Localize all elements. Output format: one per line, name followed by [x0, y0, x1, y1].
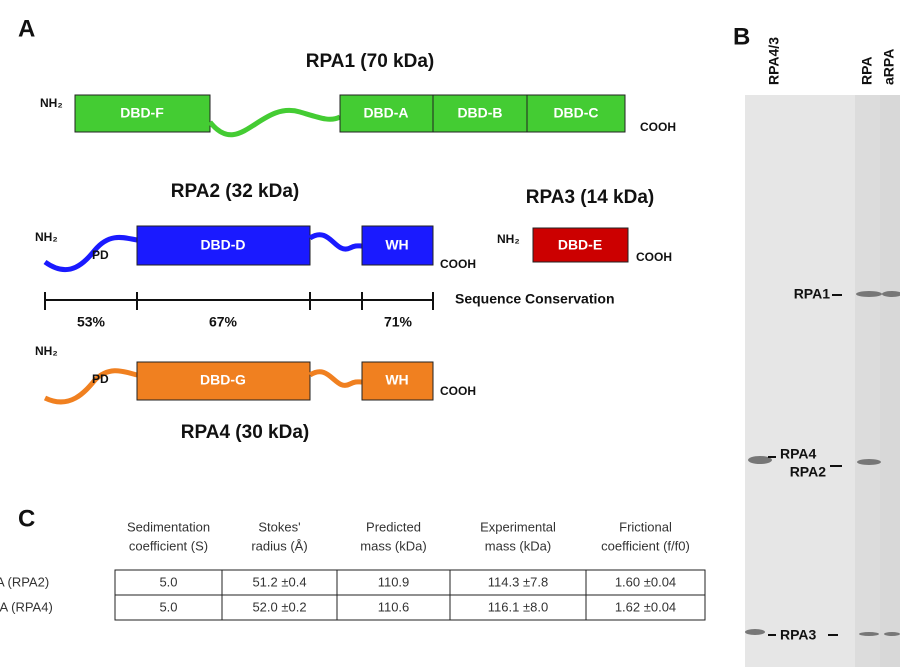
c-terminus: COOH	[440, 384, 476, 398]
band-label: RPA2	[790, 464, 827, 480]
cell-value: 1.62 ±0.04	[615, 599, 676, 614]
row-label: aRPA (RPA4)	[0, 599, 53, 614]
cell-value: 114.3 ±7.8	[488, 574, 548, 589]
column-header: mass (kDa)	[360, 538, 426, 553]
cell-value: 110.9	[378, 574, 410, 589]
conservation-value: 67%	[209, 314, 238, 330]
band-label: RPA1	[794, 286, 831, 302]
protein-title: RPA2 (32 kDa)	[171, 181, 299, 202]
cell-value: 110.6	[378, 599, 410, 614]
lane-label: RPA	[859, 56, 875, 85]
conservation-value: 53%	[77, 314, 106, 330]
cell-value: 51.2 ±0.4	[252, 574, 306, 589]
n-terminus: NH₂	[497, 232, 520, 246]
linker	[310, 235, 362, 249]
column-header: Frictional	[619, 519, 672, 534]
n-terminus: NH₂	[35, 344, 58, 358]
c-terminus: COOH	[640, 120, 676, 134]
cell-value: 5.0	[159, 574, 177, 589]
linker	[45, 371, 137, 402]
cell-value: 1.60 ±0.04	[615, 574, 676, 589]
band-label: RPA4	[780, 446, 817, 462]
column-header: coefficient (f/f0)	[601, 538, 690, 553]
n-terminus: NH₂	[35, 230, 58, 244]
band-label: RPA3	[780, 627, 817, 643]
domain-label: DBD-C	[553, 105, 598, 121]
domain-label: DBD-E	[558, 237, 602, 253]
n-terminus: NH₂	[40, 96, 63, 110]
domain-label: DBD-B	[457, 105, 502, 121]
domain-label: WH	[385, 237, 408, 253]
conservation-value: 71%	[384, 314, 413, 330]
panel-label: A	[18, 15, 35, 42]
pd-label: PD	[92, 248, 109, 262]
cell-value: 116.1 ±8.0	[488, 599, 548, 614]
gel-lane	[880, 95, 900, 667]
linker	[310, 372, 362, 386]
domain-label: DBD-F	[120, 105, 164, 121]
lane-label: aRPA	[881, 49, 897, 85]
figure: A RPA1 (70 kDa) NH₂ DBD-F DBD-A DBD-B DB…	[0, 0, 900, 667]
row-label: RPA (RPA2)	[0, 574, 49, 589]
linker	[45, 237, 137, 269]
domain-label: WH	[385, 372, 408, 388]
column-header: coefficient (S)	[129, 538, 208, 553]
protein-title: RPA1 (70 kDa)	[306, 51, 434, 72]
linker	[210, 110, 340, 134]
conservation-label: Sequence Conservation	[455, 291, 615, 307]
column-header: mass (kDa)	[485, 538, 551, 553]
table: Sedimentation coefficient (S) Stokes' radiu…	[0, 519, 705, 620]
domain-label: DBD-A	[363, 105, 408, 121]
column-header: Experimental	[480, 519, 556, 534]
column-header: Predicted	[366, 519, 421, 534]
lane-label: RPA4/3	[766, 37, 782, 85]
cell-value: 5.0	[159, 599, 177, 614]
column-header: Sedimentation	[127, 519, 210, 534]
pd-label: PD	[92, 372, 109, 386]
column-header: radius (Å)	[251, 538, 307, 553]
conservation-scale	[45, 292, 433, 310]
c-terminus: COOH	[440, 257, 476, 271]
protein-title: RPA3 (14 kDa)	[526, 187, 654, 208]
domain-label: DBD-G	[200, 372, 246, 388]
cell-value: 52.0 ±0.2	[252, 599, 306, 614]
c-terminus: COOH	[636, 250, 672, 264]
panel-label: B	[733, 23, 750, 50]
panel-label: C	[18, 505, 35, 532]
domain-label: DBD-D	[200, 237, 245, 253]
protein-title: RPA4 (30 kDa)	[181, 422, 309, 443]
column-header: Stokes'	[258, 519, 300, 534]
